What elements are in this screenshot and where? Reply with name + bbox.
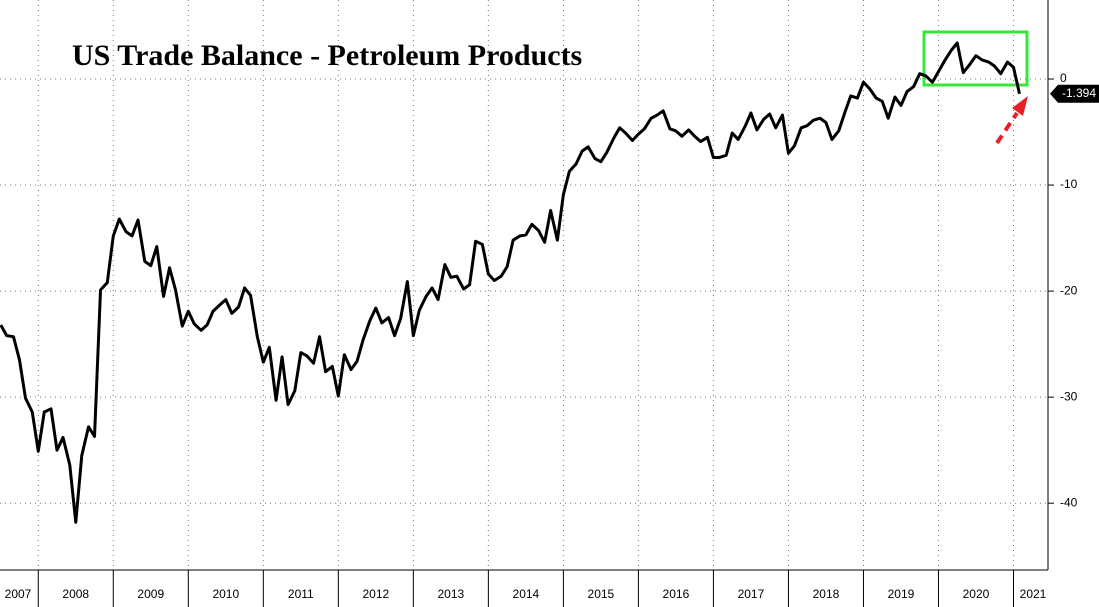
x-tick-label: 2019 — [888, 587, 915, 601]
x-tick-label: 2009 — [137, 587, 164, 601]
y-tick-label: -40 — [1060, 495, 1078, 509]
highlight-box — [922, 30, 1029, 87]
last-value-box — [1050, 84, 1099, 103]
x-tick-label: 2020 — [963, 587, 990, 601]
x-tick-label: 2011 — [288, 587, 314, 601]
y-tick-label: -20 — [1060, 283, 1078, 297]
arrow-shaft — [995, 111, 1019, 145]
plot — [0, 41, 1021, 524]
y-tick-label: -10 — [1060, 177, 1078, 191]
x-tick-label: 2012 — [362, 587, 389, 601]
x-tick-label: 2015 — [588, 587, 615, 601]
x-tick-label: 2008 — [62, 587, 89, 601]
x-tick-label: 2018 — [813, 587, 840, 601]
chart-title: US Trade Balance - Petroleum Products — [72, 39, 582, 72]
grid — [0, 0, 1048, 570]
x-tick-label: 2021 — [1020, 587, 1047, 601]
annotation-arrow — [995, 96, 1028, 145]
x-tick-label: 2017 — [738, 587, 765, 601]
x-tick-label: 2007 — [5, 587, 32, 601]
x-tick-label: 2010 — [212, 587, 239, 601]
last-value-label: -1.394 — [1050, 84, 1099, 103]
last-value-text: -1.394 — [1062, 86, 1096, 100]
y-tick-label: 0 — [1060, 71, 1067, 85]
x-tick-label: 2016 — [663, 587, 690, 601]
y-tick-label: -30 — [1060, 389, 1078, 403]
arrow-head — [1012, 96, 1028, 116]
x-tick-label: 2013 — [438, 587, 465, 601]
x-tick-label: 2014 — [513, 587, 540, 601]
data-line — [0, 41, 1021, 524]
